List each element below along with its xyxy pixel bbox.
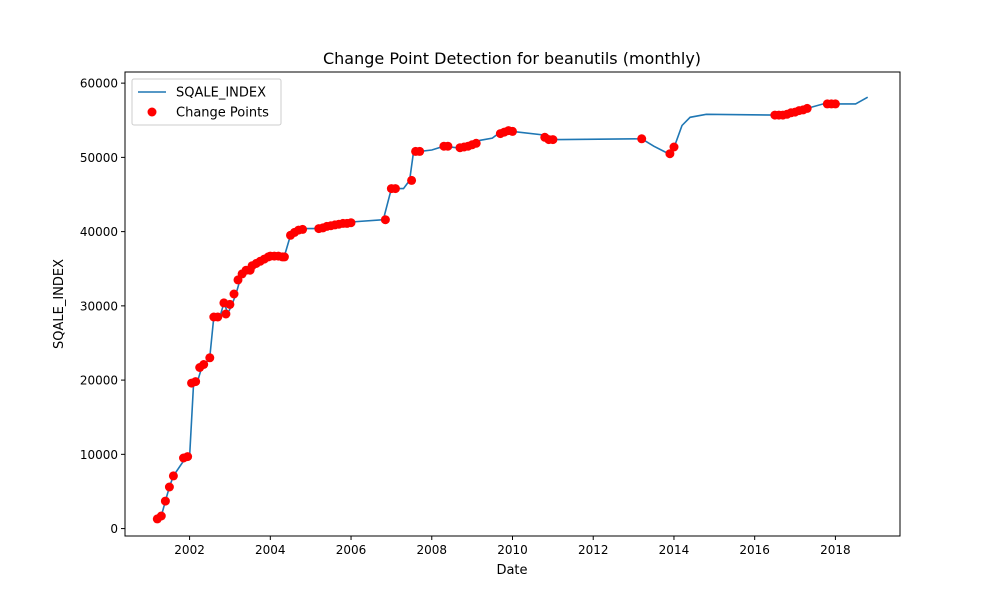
change-point	[205, 353, 215, 363]
change-points	[152, 99, 840, 524]
x-tick-label: 2012	[578, 543, 609, 557]
change-point	[199, 360, 209, 369]
legend-box	[131, 78, 282, 126]
change-point	[225, 299, 235, 309]
change-point	[380, 215, 390, 225]
change-point	[221, 309, 231, 319]
x-axis-label: Date	[496, 563, 527, 578]
y-tick-label: 0	[110, 522, 118, 536]
change-point	[669, 142, 679, 152]
change-point	[156, 511, 166, 521]
y-axis: 0 10000 20000 30000 40000 50000 60000	[80, 77, 125, 536]
x-tick-label: 2002	[174, 543, 205, 557]
legend: SQALE_INDEX Change Points	[131, 78, 282, 126]
y-axis-label: SQALE_INDEX	[52, 259, 67, 349]
plot-area	[124, 71, 901, 537]
change-point	[415, 146, 425, 156]
y-tick-label: 50000	[80, 151, 118, 165]
change-point	[279, 252, 289, 262]
change-point	[160, 496, 170, 506]
change-point	[407, 175, 417, 185]
change-point	[443, 141, 453, 151]
change-point	[548, 135, 558, 145]
change-point	[183, 452, 193, 462]
change-point	[164, 482, 174, 492]
plot-frame	[124, 71, 901, 537]
x-tick-label: 2016	[739, 543, 770, 557]
change-point	[508, 126, 517, 136]
change-point	[298, 224, 308, 234]
change-point	[665, 149, 675, 159]
change-point	[802, 103, 812, 113]
y-tick-label: 10000	[80, 448, 118, 462]
x-tick-label: 2008	[416, 543, 447, 557]
change-point	[390, 184, 400, 194]
legend-label-change-points: Change Points	[176, 106, 269, 121]
chart-title: Change Point Detection for beanutils (mo…	[323, 49, 701, 68]
x-tick-label: 2010	[497, 543, 528, 557]
x-tick-label: 2014	[659, 543, 690, 557]
y-tick-label: 20000	[80, 374, 118, 388]
change-point	[213, 312, 223, 322]
legend-dot-swatch	[147, 107, 157, 117]
change-point	[637, 134, 647, 144]
change-point	[471, 138, 481, 148]
change-point	[229, 289, 239, 299]
series-line-sqale-index	[156, 96, 869, 520]
x-tick-label: 2004	[255, 543, 286, 557]
x-tick-label: 2018	[820, 543, 851, 557]
y-tick-label: 40000	[80, 225, 118, 239]
x-tick-label: 2006	[336, 543, 367, 557]
y-tick-label: 60000	[80, 77, 118, 91]
change-point	[191, 377, 201, 387]
change-point	[830, 99, 840, 109]
change-point	[168, 471, 178, 481]
change-point	[346, 218, 356, 228]
legend-label-sqale-index: SQALE_INDEX	[176, 86, 266, 101]
x-axis: 2002 2004 2006 2008 2010 2012 2014 2016 2018	[174, 536, 851, 557]
y-tick-label: 30000	[80, 299, 118, 313]
